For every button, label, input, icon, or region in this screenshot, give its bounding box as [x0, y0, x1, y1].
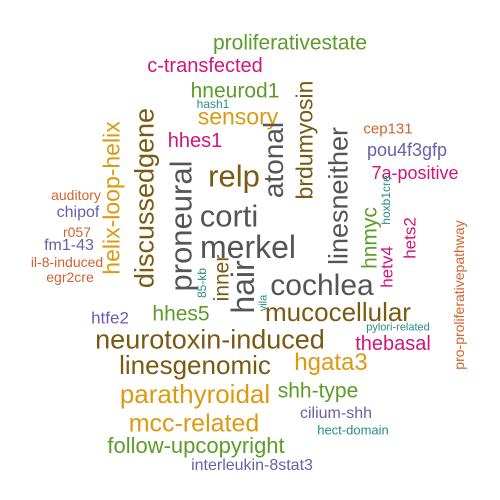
word: hair	[225, 260, 261, 314]
word: sensory	[197, 103, 279, 130]
word: follow-upcopyright	[107, 433, 285, 458]
word: brdumyosin	[291, 80, 318, 200]
word: pou4f3gfp	[366, 140, 448, 160]
word: merkel	[199, 229, 297, 265]
word: pro-proliferativepathway	[451, 220, 467, 370]
word: cilium-shh	[299, 405, 373, 422]
word: pylori-related	[366, 321, 430, 334]
word: relp	[208, 158, 260, 194]
word: mucocellular	[265, 297, 411, 327]
word: fm1-43	[44, 237, 94, 254]
word: hect-domain	[317, 422, 389, 438]
word: hgata3	[294, 349, 368, 376]
word: interleukin-8stat3	[191, 457, 313, 474]
word: helix-loop-helix	[98, 121, 125, 275]
word: c-transfected	[147, 55, 263, 77]
word: linesgenomic	[119, 350, 271, 380]
word: hash1	[196, 97, 230, 111]
word: auditory	[51, 187, 101, 203]
word: proliferativestate	[212, 31, 368, 55]
word: proneural	[163, 160, 199, 292]
word: r057	[62, 224, 92, 240]
word: discussedgene	[129, 107, 160, 289]
word: hetv4	[377, 246, 397, 288]
word: hneurod1	[190, 79, 280, 103]
word: cep131	[363, 120, 413, 138]
word: hoxb1cre	[379, 175, 393, 225]
word: htfe2	[91, 308, 129, 328]
word: hhes5	[152, 302, 210, 326]
word: shh-type	[277, 379, 359, 403]
word: mcc-related	[128, 409, 260, 438]
word: hets2	[400, 217, 420, 259]
word: atonal	[258, 121, 289, 199]
word: 85-kb	[195, 267, 209, 299]
word: parathyroidal	[119, 379, 271, 409]
word: hhes1	[167, 130, 223, 152]
word: 7a-positive	[371, 163, 459, 183]
word: neurotoxin-induced	[95, 324, 325, 355]
word: thebasal	[355, 333, 431, 355]
word: corti	[199, 198, 259, 234]
word: linesneither	[323, 126, 354, 266]
word: cochlea	[270, 269, 374, 302]
word: il-8-induced	[30, 254, 104, 270]
word: chipof	[56, 204, 100, 221]
word: egr2cre	[46, 269, 94, 285]
